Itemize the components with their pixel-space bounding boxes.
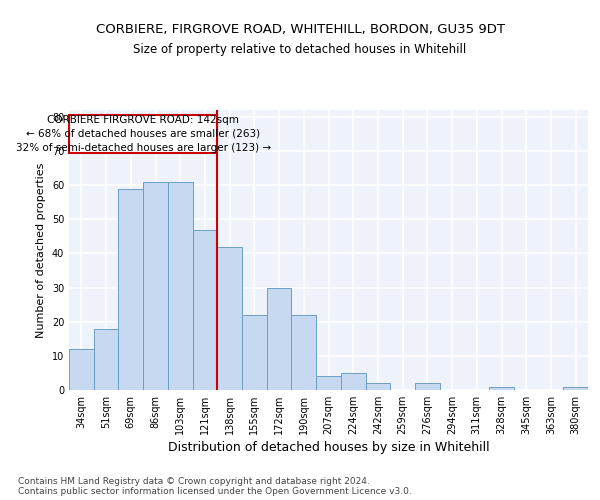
- Bar: [143, 182, 168, 390]
- Bar: [242, 315, 267, 390]
- Bar: [118, 188, 143, 390]
- Bar: [168, 182, 193, 390]
- Bar: [292, 315, 316, 390]
- Bar: [316, 376, 341, 390]
- Bar: [365, 383, 390, 390]
- Bar: [217, 246, 242, 390]
- Bar: [69, 349, 94, 390]
- Text: Contains public sector information licensed under the Open Government Licence v3: Contains public sector information licen…: [18, 488, 412, 496]
- Text: CORBIERE, FIRGROVE ROAD, WHITEHILL, BORDON, GU35 9DT: CORBIERE, FIRGROVE ROAD, WHITEHILL, BORD…: [95, 22, 505, 36]
- Bar: [267, 288, 292, 390]
- Bar: [341, 373, 365, 390]
- Text: Distribution of detached houses by size in Whitehill: Distribution of detached houses by size …: [168, 441, 490, 454]
- Y-axis label: Number of detached properties: Number of detached properties: [36, 162, 46, 338]
- Bar: [489, 386, 514, 390]
- Bar: [94, 328, 118, 390]
- Text: Size of property relative to detached houses in Whitehill: Size of property relative to detached ho…: [133, 42, 467, 56]
- Text: Contains HM Land Registry data © Crown copyright and database right 2024.: Contains HM Land Registry data © Crown c…: [18, 476, 370, 486]
- Bar: [563, 386, 588, 390]
- Text: CORBIERE FIRGROVE ROAD: 142sqm
← 68% of detached houses are smaller (263)
32% of: CORBIERE FIRGROVE ROAD: 142sqm ← 68% of …: [16, 115, 271, 153]
- Bar: [415, 383, 440, 390]
- Bar: [69, 115, 217, 152]
- Bar: [193, 230, 217, 390]
